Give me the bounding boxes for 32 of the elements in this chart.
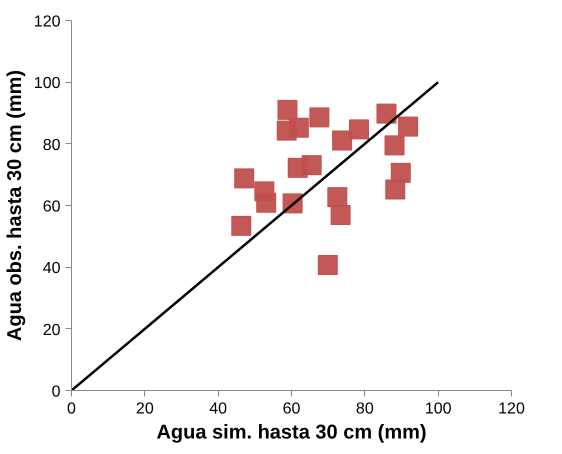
x-tick-label: 60 [282,400,300,418]
point [318,255,338,276]
point [234,168,254,188]
point [302,155,322,176]
point [288,118,309,138]
y-tick-label: 120 [34,14,61,30]
x-tick-label: 120 [498,400,525,418]
x-tick-label: 20 [136,400,154,418]
y-tick-label: 40 [42,260,61,278]
y-tick-label: 0 [52,384,61,400]
y-tick-label: 20 [42,322,61,339]
x-tick-label: 40 [209,400,228,418]
x-tick-label: 80 [356,400,374,418]
y-tick-label: 60 [42,198,61,216]
point [385,179,406,200]
point [398,116,418,137]
point [332,130,352,150]
point [231,216,252,236]
point [348,119,369,140]
point [309,107,330,128]
point [384,135,405,156]
point [327,187,348,208]
x-tick-label: 0 [67,400,76,418]
point [277,100,298,120]
point [330,205,351,226]
y-tick-label: 80 [42,136,61,154]
point [256,192,276,213]
y-tick-label: 100 [34,75,61,92]
x-tick-label: 100 [424,400,452,418]
point [376,104,396,124]
y-axis-title: Agua obs. hasta 30 cm (mm) [4,70,26,342]
x-axis-title: Agua sim. hasta 30 cm (mm) [156,422,427,444]
